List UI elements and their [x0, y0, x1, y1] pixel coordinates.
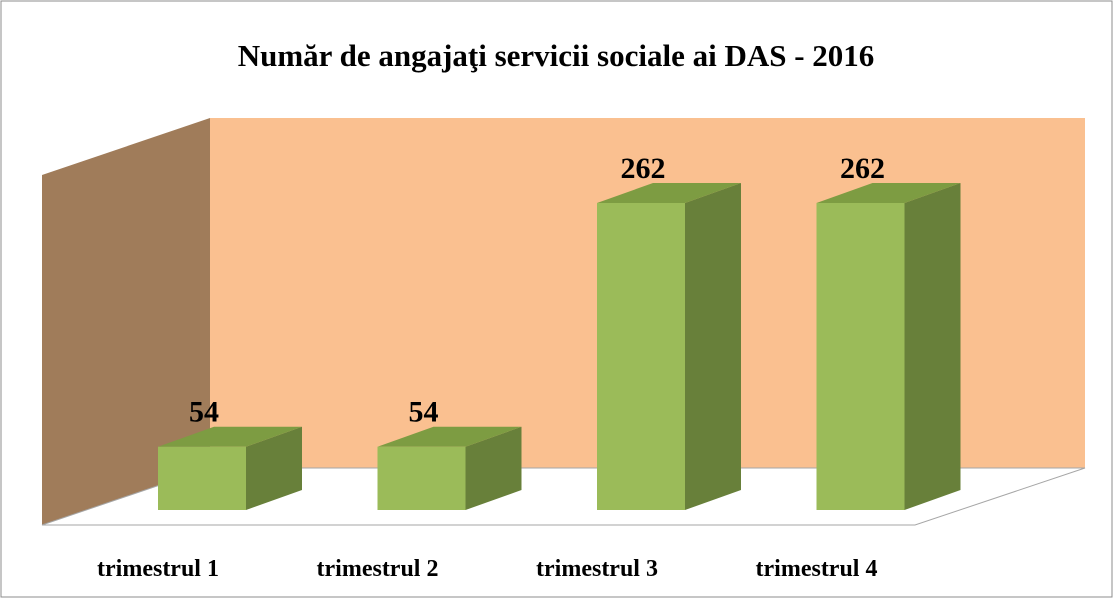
- bar-side: [685, 183, 741, 510]
- chart-title: Număr de angajaţi servicii sociale ai DA…: [238, 38, 875, 73]
- value-label: 262: [840, 152, 885, 185]
- bar-top: [816, 183, 961, 203]
- bar: [597, 203, 685, 510]
- bar: [816, 203, 905, 510]
- x-tick-label: trimestrul 1: [97, 556, 219, 582]
- value-label: 54: [189, 396, 219, 429]
- value-label: 262: [621, 152, 666, 185]
- x-tick-label: trimestrul 4: [756, 556, 878, 582]
- x-tick-label: trimestrul 3: [536, 556, 658, 582]
- value-label: 54: [409, 396, 439, 429]
- bar-side: [246, 426, 302, 510]
- bar: [158, 446, 246, 510]
- bar-top: [158, 426, 302, 447]
- bar-top: [377, 426, 522, 447]
- bar: [377, 446, 466, 510]
- side-wall: [42, 118, 210, 525]
- x-tick-label: trimestrul 2: [317, 556, 439, 582]
- bar-side: [904, 183, 961, 510]
- bar-side: [465, 426, 522, 510]
- bar-top: [597, 183, 741, 203]
